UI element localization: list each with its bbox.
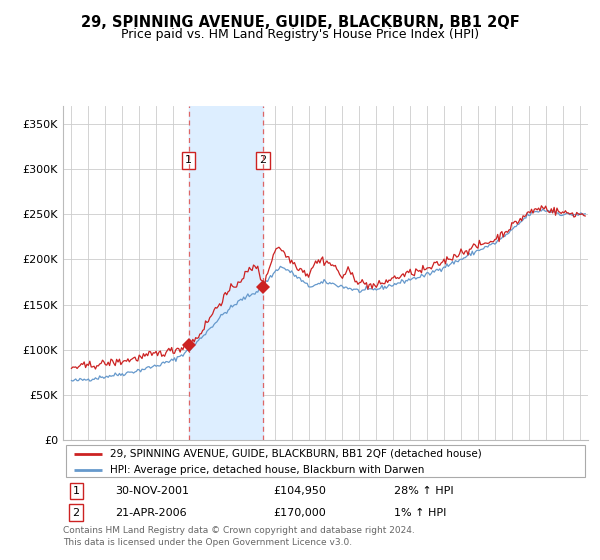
Text: 2: 2	[73, 507, 80, 517]
Text: 2: 2	[259, 156, 266, 165]
Text: 29, SPINNING AVENUE, GUIDE, BLACKBURN, BB1 2QF: 29, SPINNING AVENUE, GUIDE, BLACKBURN, B…	[80, 15, 520, 30]
Text: HPI: Average price, detached house, Blackburn with Darwen: HPI: Average price, detached house, Blac…	[110, 465, 425, 475]
Text: 30-NOV-2001: 30-NOV-2001	[115, 486, 190, 496]
Text: 21-APR-2006: 21-APR-2006	[115, 507, 187, 517]
Text: 1% ↑ HPI: 1% ↑ HPI	[394, 507, 446, 517]
Text: 28% ↑ HPI: 28% ↑ HPI	[394, 486, 454, 496]
Text: Contains HM Land Registry data © Crown copyright and database right 2024.
This d: Contains HM Land Registry data © Crown c…	[63, 526, 415, 547]
FancyBboxPatch shape	[65, 445, 586, 478]
Text: 1: 1	[73, 486, 80, 496]
Text: Price paid vs. HM Land Registry's House Price Index (HPI): Price paid vs. HM Land Registry's House …	[121, 28, 479, 41]
Text: 1: 1	[185, 156, 192, 165]
Text: £170,000: £170,000	[273, 507, 326, 517]
Text: 29, SPINNING AVENUE, GUIDE, BLACKBURN, BB1 2QF (detached house): 29, SPINNING AVENUE, GUIDE, BLACKBURN, B…	[110, 449, 482, 459]
Bar	[188, 106, 263, 440]
Text: £104,950: £104,950	[273, 486, 326, 496]
